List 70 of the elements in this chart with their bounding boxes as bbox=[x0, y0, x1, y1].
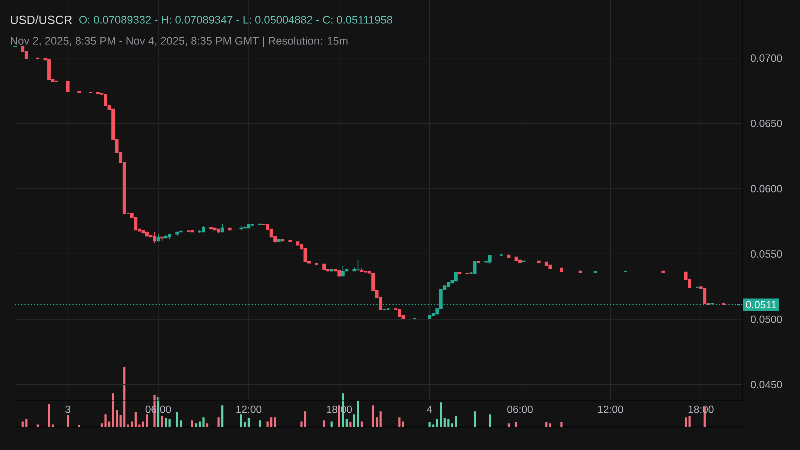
bar bbox=[444, 418, 446, 428]
bar bbox=[270, 418, 273, 428]
bar bbox=[323, 420, 326, 428]
bar bbox=[195, 424, 198, 428]
bar bbox=[357, 401, 360, 428]
bar bbox=[168, 419, 171, 428]
candlestick bbox=[356, 260, 360, 271]
bar bbox=[218, 418, 220, 428]
y-tick-label: 0.0550 bbox=[751, 250, 782, 258]
bar bbox=[206, 424, 209, 428]
bar bbox=[346, 419, 348, 428]
candlestick bbox=[341, 266, 345, 277]
bar bbox=[448, 419, 450, 428]
y-tick-label: 0.0700 bbox=[751, 54, 782, 62]
bar bbox=[685, 418, 688, 428]
bar bbox=[549, 424, 552, 428]
x-tick-label: 12:00 bbox=[236, 406, 262, 414]
annotation: Nov 2, 2025, 8:35 PM - Nov 4, 2025, 8:35 PM GMT | Resolution: 15m bbox=[11, 36, 348, 48]
bar bbox=[48, 404, 50, 428]
bar bbox=[304, 412, 307, 428]
bar bbox=[176, 412, 178, 428]
text: USD/USCR bbox=[11, 16, 72, 24]
candlestick bbox=[48, 59, 51, 80]
bar bbox=[104, 414, 107, 428]
bar bbox=[474, 412, 476, 428]
bar bbox=[428, 422, 431, 428]
bar bbox=[455, 416, 458, 428]
candlestick bbox=[66, 80, 70, 92]
bar bbox=[222, 406, 224, 428]
bar bbox=[372, 406, 374, 428]
bar bbox=[508, 424, 510, 428]
bar bbox=[165, 418, 168, 428]
y-tick-label: 0.0600 bbox=[751, 185, 782, 193]
bar bbox=[191, 420, 194, 428]
candlestick bbox=[473, 261, 477, 275]
bar bbox=[240, 414, 242, 428]
bar bbox=[134, 412, 137, 428]
bar bbox=[112, 394, 114, 428]
annotation: O: 0.07089332 - H: 0.07089347 - L: 0.05004882 - C: 0.05111958 bbox=[80, 16, 392, 24]
bar bbox=[202, 418, 205, 428]
bar bbox=[398, 418, 401, 428]
x-tick-label: 06:00 bbox=[508, 406, 533, 414]
bar bbox=[440, 402, 442, 428]
bar bbox=[350, 422, 352, 428]
bar bbox=[67, 415, 70, 428]
ref-line-label: 0.0511 bbox=[746, 301, 776, 309]
bar bbox=[274, 418, 276, 428]
candlestick bbox=[104, 94, 108, 106]
bar bbox=[26, 419, 28, 428]
y-tick-label: 0.0500 bbox=[751, 316, 782, 324]
bar bbox=[688, 416, 691, 428]
candlestick bbox=[703, 288, 707, 304]
bar bbox=[489, 414, 492, 428]
bar bbox=[146, 414, 148, 428]
bar bbox=[266, 422, 269, 428]
candlestick bbox=[153, 232, 156, 244]
bar bbox=[380, 412, 382, 428]
bar bbox=[560, 422, 563, 428]
bar bbox=[248, 418, 250, 428]
y-tick-label: 0.0450 bbox=[751, 381, 782, 389]
y-tick-label: 0.0650 bbox=[751, 120, 782, 128]
candlestick bbox=[134, 217, 138, 231]
bar bbox=[124, 367, 126, 428]
bar bbox=[161, 416, 164, 428]
x-tick-label: 4 bbox=[427, 406, 432, 414]
bar bbox=[515, 422, 518, 428]
bar bbox=[546, 422, 548, 428]
x-tick-label: 12:00 bbox=[598, 406, 624, 414]
x-tick-label: 3 bbox=[66, 406, 71, 414]
bar bbox=[259, 420, 262, 428]
